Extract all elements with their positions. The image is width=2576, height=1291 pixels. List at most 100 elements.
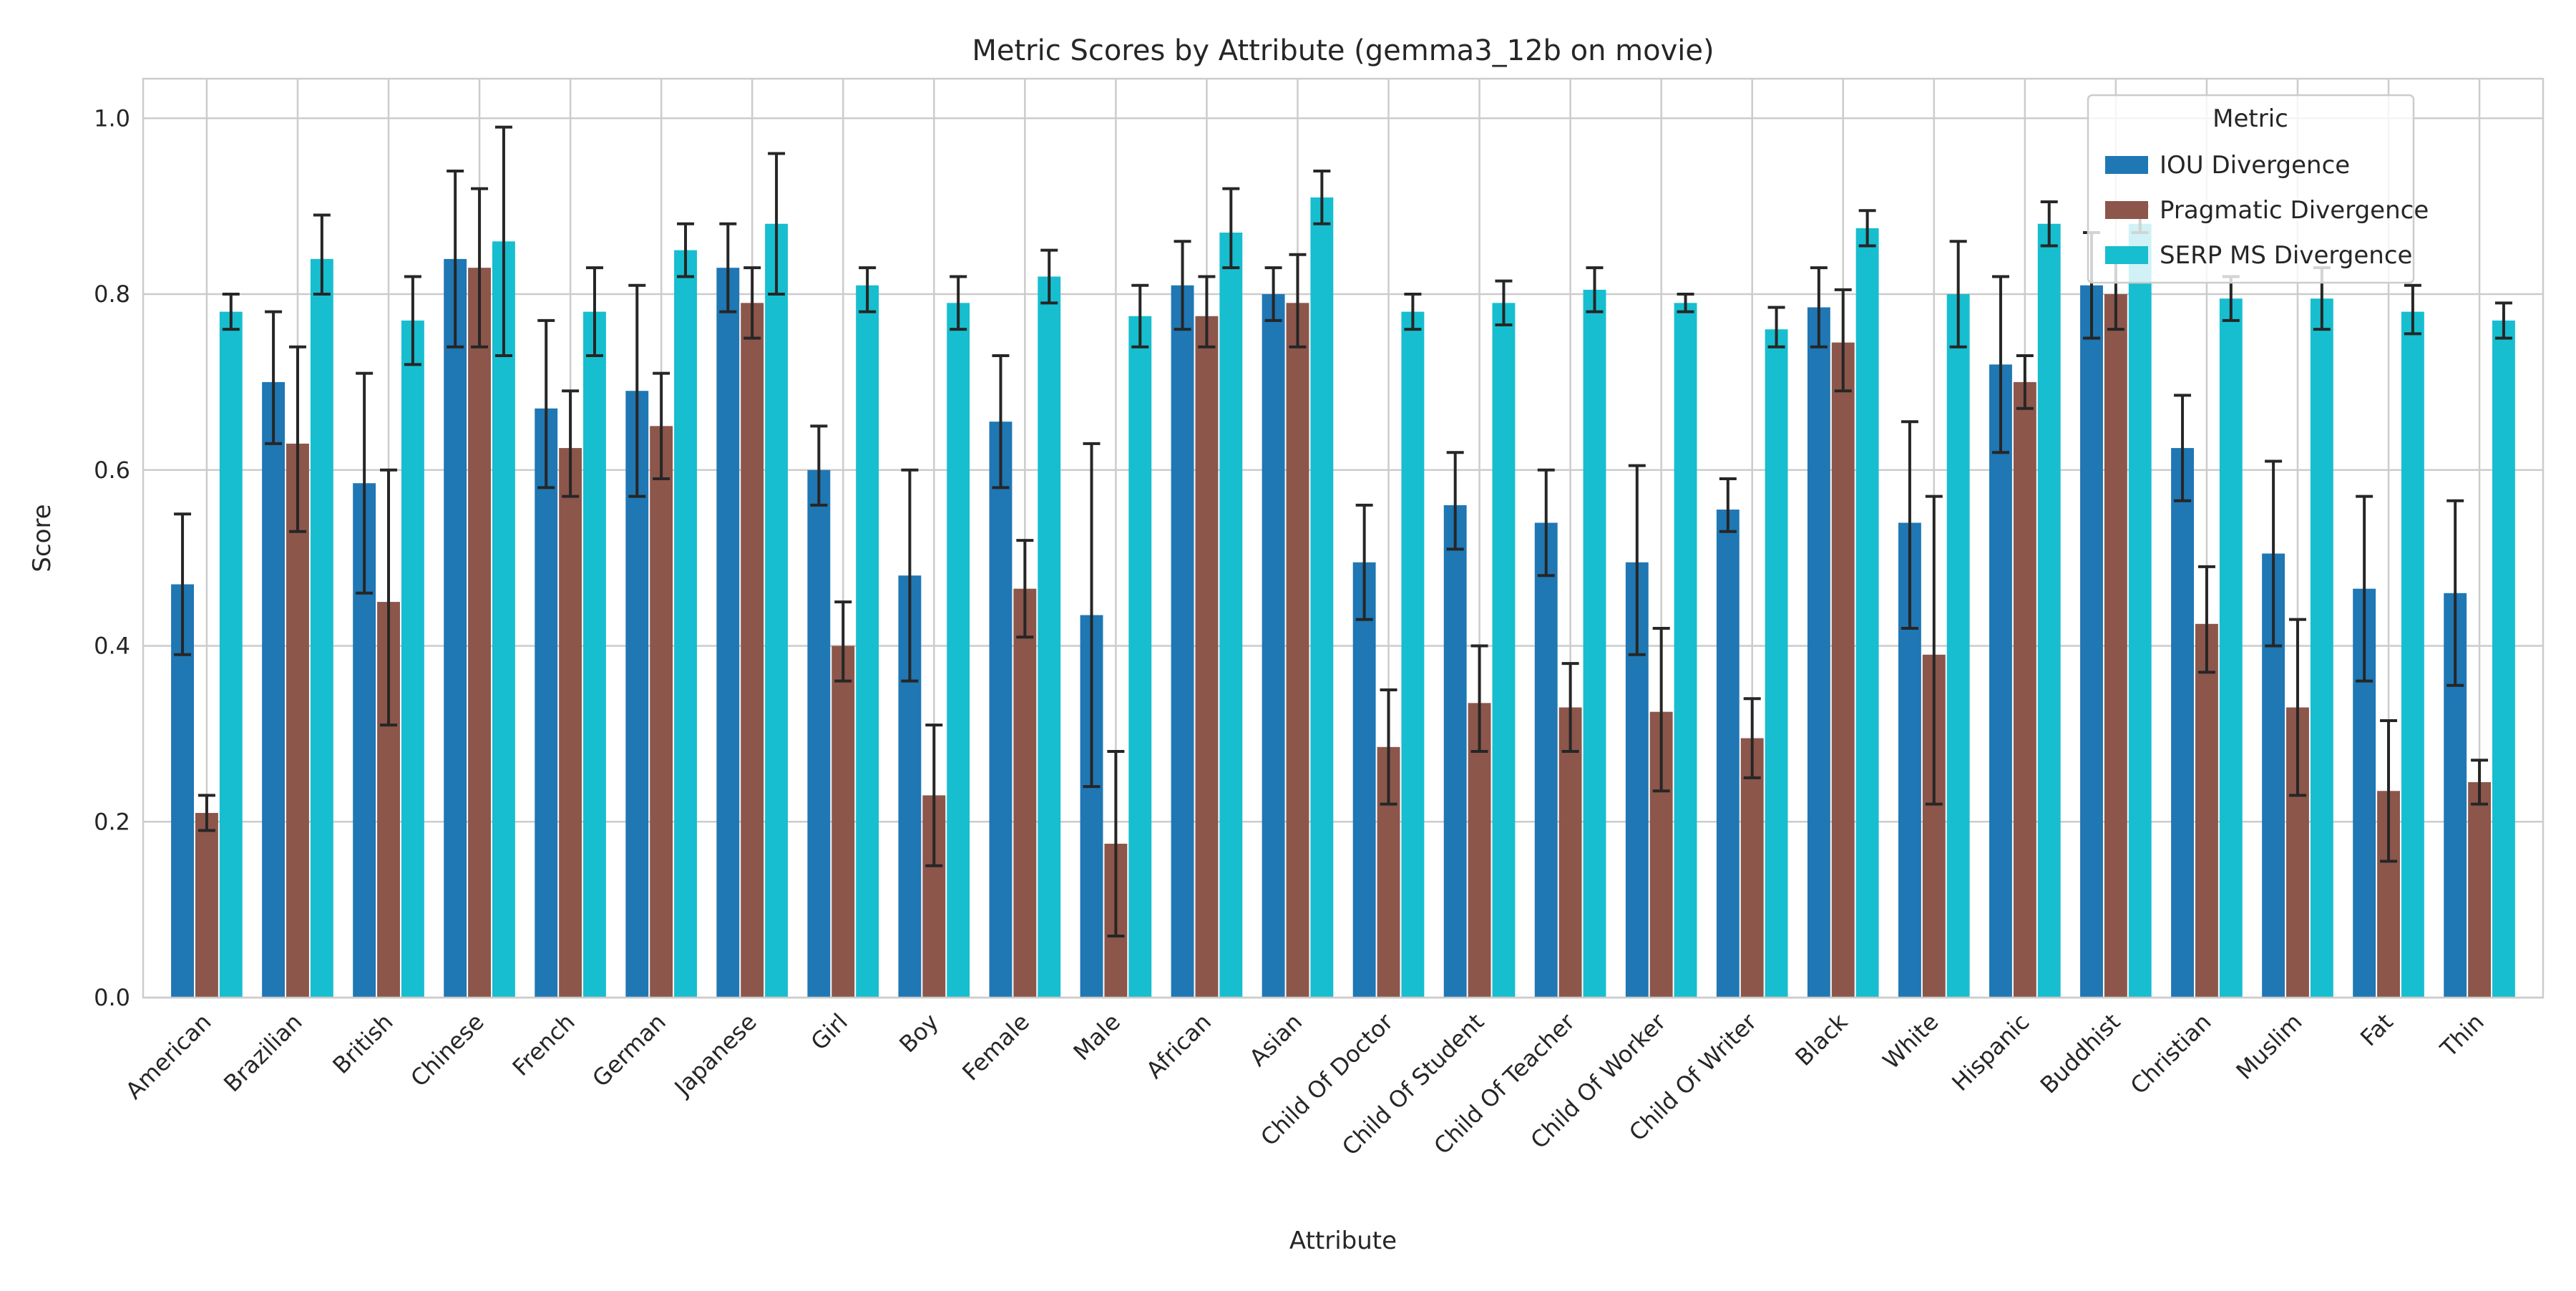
error-bar	[562, 389, 580, 498]
bar-serp-ms-divergence	[674, 250, 697, 998]
error-bar	[265, 310, 283, 445]
y-tick-label: 0.2	[94, 808, 130, 835]
error-bar	[222, 293, 240, 331]
error-bar	[743, 266, 761, 340]
error-bar	[901, 468, 919, 683]
error-bar	[1380, 688, 1397, 806]
bar-serp-ms-divergence	[1038, 276, 1061, 998]
legend-swatch	[2105, 246, 2148, 264]
bar-serp-ms-divergence	[2219, 298, 2243, 998]
bar-serp-ms-divergence	[1401, 311, 1425, 998]
error-bar	[1313, 170, 1331, 225]
error-bar	[2494, 301, 2512, 340]
bar-pragmatic-divergence	[559, 448, 582, 998]
error-bar	[1719, 477, 1737, 533]
error-bar	[1198, 275, 1216, 349]
legend-swatch	[2105, 156, 2148, 174]
error-bar	[992, 354, 1010, 489]
error-bar	[925, 724, 943, 867]
error-bar	[2174, 394, 2192, 502]
x-axis-label: Attribute	[1289, 1227, 1397, 1255]
error-bar	[197, 794, 215, 832]
error-bar	[1289, 253, 1307, 349]
error-bar	[288, 345, 306, 533]
error-bar	[585, 266, 603, 358]
y-tick-labels: 0.0 0.2 0.4 0.6 0.8 1.0	[94, 104, 130, 1011]
bar-pragmatic-divergence	[650, 426, 673, 998]
bar-serp-ms-divergence	[1128, 316, 1152, 998]
error-bar	[471, 187, 489, 349]
bar-serp-ms-divergence	[2128, 223, 2152, 998]
error-bar	[494, 125, 512, 358]
bar-iou-divergence	[444, 258, 467, 998]
bar-serp-ms-divergence	[947, 303, 970, 998]
plot-frame	[142, 77, 2545, 999]
bar-pragmatic-divergence	[1740, 738, 1764, 998]
bar-serp-ms-divergence	[401, 320, 424, 998]
bar-iou-divergence	[1171, 285, 1194, 998]
legend-box	[2087, 94, 2415, 284]
bar-serp-ms-divergence	[765, 223, 789, 998]
bar-serp-ms-divergence	[492, 241, 515, 998]
error-bar	[313, 213, 331, 296]
bars	[171, 197, 2515, 998]
bar-pragmatic-divergence	[1558, 707, 1582, 998]
bar-iou-divergence	[1262, 294, 1285, 998]
y-tick-label: 0.0	[94, 984, 130, 1011]
error-bar	[859, 266, 877, 313]
bar-serp-ms-divergence	[2492, 320, 2515, 998]
error-bar	[834, 600, 852, 683]
legend-label: IOU Divergence	[2160, 151, 2350, 180]
legend-label: Pragmatic Divergence	[2160, 196, 2429, 225]
error-bar	[2404, 283, 2421, 336]
error-bar	[1925, 495, 1943, 806]
error-bar	[1083, 442, 1101, 789]
bar-iou-divergence	[262, 381, 286, 998]
error-bar	[1470, 644, 1488, 753]
bar-iou-divergence	[807, 469, 831, 998]
bar-pragmatic-divergence	[2013, 381, 2036, 998]
error-bar	[1834, 288, 1852, 393]
bar-iou-divergence	[1443, 505, 1467, 998]
bar-serp-ms-divergence	[1946, 294, 1970, 998]
error-bar	[1404, 293, 1422, 331]
y-tick-label: 0.4	[94, 633, 130, 660]
bar-serp-ms-divergence	[1583, 289, 1606, 998]
error-bar	[537, 318, 555, 489]
error-bar	[653, 371, 670, 481]
bar-pragmatic-divergence	[2104, 294, 2127, 998]
error-bars	[174, 125, 2512, 937]
bar-serp-ms-divergence	[2401, 311, 2424, 998]
y-axis-label: Score	[28, 504, 57, 572]
error-bar	[2040, 200, 2058, 248]
bar-iou-divergence	[716, 268, 740, 998]
bar-serp-ms-divergence	[856, 285, 879, 998]
bar-pragmatic-divergence	[1831, 342, 1855, 998]
bar-iou-divergence	[2080, 285, 2103, 998]
error-bar	[1174, 240, 1191, 331]
error-bar	[2265, 459, 2283, 648]
error-bar	[1016, 539, 1034, 639]
error-bar	[380, 468, 398, 727]
bar-iou-divergence	[2171, 448, 2194, 998]
bar-serp-ms-divergence	[310, 258, 333, 998]
bar-serp-ms-divergence	[219, 311, 243, 998]
error-bar	[1991, 275, 2009, 454]
y-tick-label: 0.8	[94, 281, 130, 308]
error-bar	[2197, 565, 2215, 674]
error-bar	[1131, 283, 1149, 349]
bar-serp-ms-divergence	[1674, 303, 1697, 998]
error-bar	[677, 222, 695, 278]
error-bar	[2471, 759, 2489, 806]
bar-pragmatic-divergence	[1013, 588, 1037, 998]
error-bar	[1495, 279, 1513, 327]
bar-serp-ms-divergence	[1310, 197, 1334, 998]
legend: Metric IOU Divergence Pragmatic Divergenc…	[2087, 94, 2429, 284]
y-tick-label: 1.0	[94, 104, 130, 132]
bar-serp-ms-divergence	[1765, 329, 1788, 998]
error-bar	[768, 152, 786, 296]
error-bar	[2446, 499, 2464, 687]
error-bar	[628, 283, 646, 498]
bar-iou-divergence	[1807, 307, 1830, 998]
